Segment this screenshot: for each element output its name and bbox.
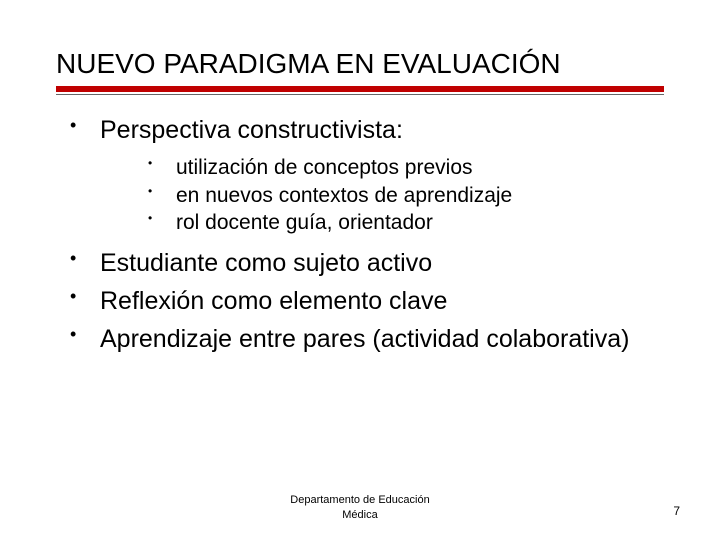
- sub-list: utilización de conceptos previos en nuev…: [100, 154, 664, 237]
- thin-bar: [56, 94, 664, 95]
- accent-bar: [56, 86, 664, 92]
- title-rule: [56, 86, 664, 94]
- footer: Departamento de Educación Médica: [0, 493, 720, 522]
- footer-line: Médica: [0, 508, 720, 522]
- sub-list-item: utilización de conceptos previos: [100, 154, 664, 182]
- footer-line: Departamento de Educación: [0, 493, 720, 507]
- slide-title: NUEVO PARADIGMA EN EVALUACIÓN: [56, 48, 664, 80]
- sub-list-item: en nuevos contextos de aprendizaje: [100, 182, 664, 210]
- list-item: Reflexión como elemento clave: [56, 285, 664, 317]
- list-item: Perspectiva constructivista: utilización…: [56, 114, 664, 237]
- list-item: Aprendizaje entre pares (actividad colab…: [56, 323, 664, 355]
- list-item-text: Perspectiva constructivista:: [100, 116, 403, 144]
- list-item: Estudiante como sujeto activo: [56, 247, 664, 279]
- page-number: 7: [673, 504, 680, 518]
- slide: NUEVO PARADIGMA EN EVALUACIÓN Perspectiv…: [0, 0, 720, 540]
- sub-list-item: rol docente guía, orientador: [100, 209, 664, 237]
- bullet-list: Perspectiva constructivista: utilización…: [56, 114, 664, 355]
